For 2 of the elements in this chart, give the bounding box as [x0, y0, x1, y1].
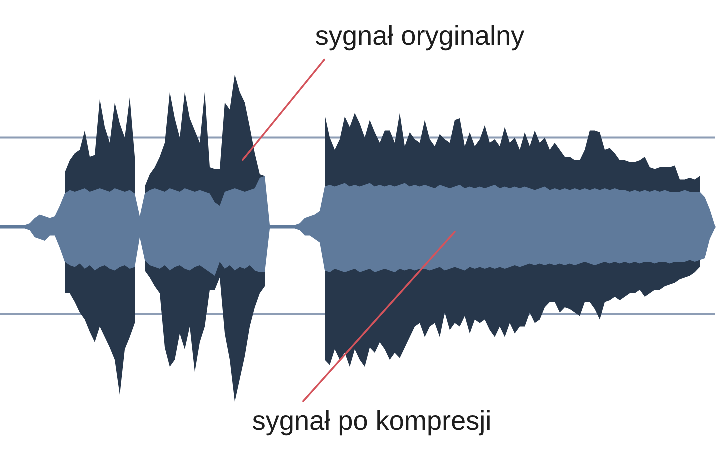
text: sygnał po kompresji [253, 410, 490, 436]
text: sygnał oryginalny [316, 25, 525, 51]
